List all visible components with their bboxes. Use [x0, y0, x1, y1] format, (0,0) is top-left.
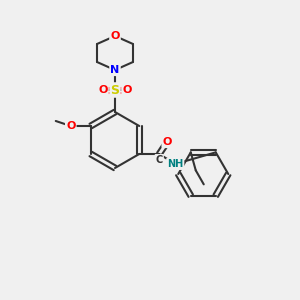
Text: O: O	[66, 121, 75, 131]
Text: S: S	[110, 83, 119, 97]
Text: NH: NH	[167, 159, 183, 169]
Text: O: O	[110, 31, 120, 41]
Text: O: O	[163, 137, 172, 147]
Text: C: C	[156, 155, 163, 165]
Text: O: O	[98, 85, 108, 95]
Text: O: O	[122, 85, 132, 95]
Text: N: N	[110, 65, 120, 75]
